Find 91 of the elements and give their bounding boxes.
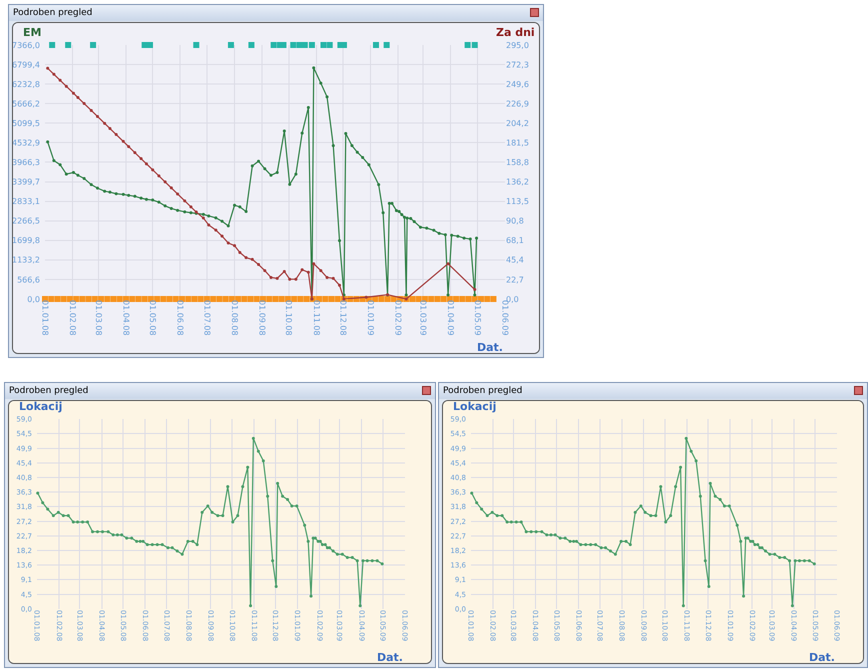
point	[82, 102, 86, 106]
point	[250, 258, 254, 261]
point	[473, 288, 476, 292]
point	[58, 78, 62, 82]
y2-tick-label: 113,5	[506, 197, 529, 206]
y2-tick-label: 45,4	[506, 256, 524, 265]
y2-tick-label: 68,1	[506, 236, 524, 246]
x-tick-label: 01.11.08	[312, 300, 321, 336]
x-tick-label: 01.02.09	[394, 300, 403, 336]
y2-tick-label: 90,8	[506, 216, 524, 226]
y2-tick-label: 249,6	[506, 80, 529, 89]
point	[90, 108, 93, 112]
point	[233, 244, 236, 248]
x-tick-label: 01.01.08	[40, 300, 50, 336]
point	[133, 151, 136, 154]
x-tick-label: 01.03.08	[94, 300, 103, 336]
point	[114, 133, 118, 136]
y-axis-title: Lokacij	[453, 400, 496, 413]
y2-tick-label: 181,5	[506, 138, 529, 148]
y-tick-label: 0,0	[27, 294, 40, 304]
point	[244, 256, 248, 260]
x-tick-label: 01.05.09	[472, 300, 482, 336]
point	[151, 168, 154, 172]
point	[72, 92, 75, 95]
y-tick-label: 566,6	[17, 275, 40, 284]
point	[207, 223, 210, 226]
y-tick-label: 1699,8	[12, 236, 40, 246]
y2-tick-label: 204,2	[506, 118, 529, 128]
point	[288, 278, 292, 281]
point	[300, 268, 304, 272]
point	[446, 262, 450, 266]
x-tick-label: 01.04.09	[446, 300, 456, 336]
point	[202, 216, 205, 220]
x-tick-label: 01.09.08	[258, 300, 266, 336]
y-tick-label: 7366,0	[12, 40, 40, 50]
x-axis-title: Dat.	[809, 651, 835, 664]
point	[46, 66, 50, 70]
point	[319, 269, 322, 272]
point	[306, 270, 310, 274]
point	[183, 199, 186, 202]
point	[220, 234, 224, 238]
point	[170, 186, 173, 190]
point	[263, 269, 266, 272]
point	[76, 96, 80, 100]
y2-tick-label: 272,3	[506, 60, 529, 70]
chart-title: Podroben pregled	[5, 383, 435, 399]
point	[312, 262, 316, 266]
x-tick-label: 01.12.08	[338, 300, 348, 336]
y2-tick-label: 158,8	[506, 158, 529, 168]
chart-title: Podroben pregled	[439, 383, 867, 399]
point	[282, 270, 286, 273]
y2-tick-label: 226,9	[506, 99, 529, 108]
point	[64, 84, 68, 88]
point	[176, 192, 180, 196]
point	[189, 205, 192, 208]
point	[122, 140, 125, 143]
point	[144, 162, 148, 166]
x-tick-label: 01.03.09	[418, 300, 428, 336]
point	[103, 122, 106, 125]
y2-tick-label: 22,7	[506, 275, 524, 284]
y2-tick-label: 136,2	[506, 178, 529, 187]
x-tick-label: 01.05.08	[148, 300, 158, 336]
x-tick-label: 01.01.09	[366, 300, 376, 336]
x-tick-label: 01.10.08	[284, 300, 294, 336]
point	[164, 180, 167, 184]
y-axis-title: EM	[23, 26, 42, 39]
point	[332, 276, 335, 280]
x-tick-label: 01.06.08	[176, 300, 185, 336]
x-tick-label: 01.08.08	[230, 300, 239, 336]
x-axis-title: Dat.	[377, 651, 403, 664]
y2-axis-title: Za dni	[496, 26, 535, 39]
point	[140, 157, 143, 160]
chart-title: Podroben pregled	[9, 5, 543, 21]
point	[157, 174, 160, 178]
y2-tick-label: 295,0	[506, 40, 529, 50]
point	[108, 127, 112, 130]
x-tick-label: 01.04.08	[121, 300, 130, 336]
y-axis-title: Lokacij	[19, 400, 62, 413]
point	[276, 276, 279, 280]
point	[226, 242, 230, 245]
x-tick-label: 01.02.08	[68, 300, 77, 336]
point	[238, 251, 242, 254]
point	[52, 72, 56, 76]
point	[294, 278, 298, 281]
x-tick-label: 01.07.08	[202, 300, 212, 336]
x-axis-title: Dat.	[477, 341, 503, 354]
point	[214, 228, 218, 232]
point	[364, 296, 368, 299]
y-tick-label: 1133,2	[12, 256, 40, 265]
point	[338, 284, 342, 287]
point	[127, 145, 130, 148]
